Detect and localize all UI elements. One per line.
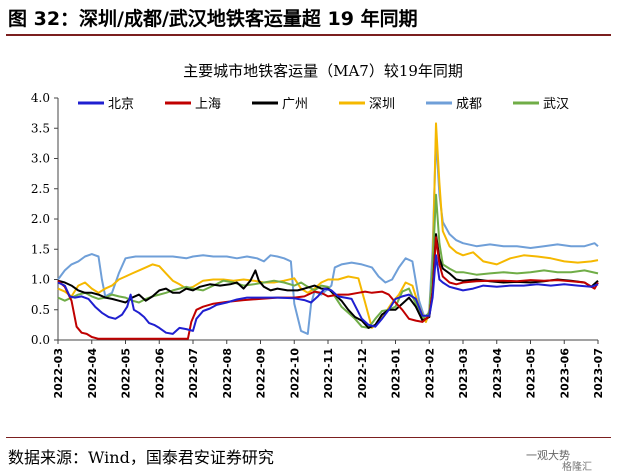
chart-legend: 北京 上海 广州 深圳 成都 武汉 [78, 97, 569, 112]
x-tick-label: 2023-01 [390, 348, 403, 399]
y-tick-label: 1.0 [31, 273, 50, 287]
figure-title: 图 32：深圳/成都/武汉地铁客运量超 19 年同期 [8, 8, 418, 30]
x-tick-label: 2022-07 [187, 348, 200, 399]
x-tick-label: 2023-03 [457, 348, 470, 399]
chart-series [57, 122, 599, 340]
x-tick-label: 2022-08 [221, 348, 234, 399]
legend-label: 北京 [108, 97, 134, 112]
x-tick-label: 2022-03 [52, 348, 65, 399]
series-line-3 [57, 122, 599, 329]
footer-divider [6, 437, 611, 438]
x-tick-label: 2023-06 [558, 348, 571, 399]
series-line-5 [57, 193, 599, 329]
legend-label: 上海 [195, 97, 221, 112]
y-tick-label: 2.5 [31, 182, 50, 196]
y-tick-label: 0.5 [31, 303, 50, 317]
x-tick-label: 2022-12 [356, 348, 369, 399]
series-line-2 [57, 233, 599, 329]
y-tick-label: 2.0 [31, 212, 50, 226]
x-tick-label: 2022-10 [288, 348, 301, 399]
x-tick-label: 2022-04 [86, 348, 99, 399]
series-line-4 [57, 136, 599, 335]
x-tick-label: 2023-02 [423, 348, 436, 399]
y-tick-label: 4.0 [31, 91, 50, 105]
x-tick-label: 2022-06 [153, 348, 166, 399]
chart-title: 主要城市地铁客运量（MA7）较19年同期 [183, 62, 463, 80]
source-note: 数据来源：Wind，国泰君安证券研究 [8, 448, 274, 467]
y-tick-label: 3.5 [31, 121, 50, 135]
watermark-text-2: 格隆汇 [562, 462, 592, 473]
x-tick-label: 2022-09 [255, 348, 268, 399]
x-tick-label: 2023-05 [525, 348, 538, 399]
legend-label: 深圳 [369, 97, 395, 112]
y-tick-label: 3.0 [31, 152, 50, 166]
series-line-0 [57, 254, 599, 335]
legend-label: 武汉 [543, 97, 569, 112]
y-tick-label: 1.5 [31, 242, 50, 256]
x-tick-label: 2022-11 [322, 348, 335, 399]
x-axis: 2022-03 2022-04 2022-05 2022-06 2022-07 2022-… [52, 339, 605, 399]
title-divider [6, 34, 611, 36]
legend-label: 广州 [282, 97, 308, 112]
x-tick-label: 2023-07 [592, 348, 605, 399]
x-tick-label: 2022-05 [120, 348, 133, 399]
series-line-1 [57, 236, 599, 340]
watermark-text: 一观大势 [526, 449, 570, 462]
legend-label: 成都 [456, 97, 482, 112]
y-tick-label: 0.0 [31, 333, 50, 347]
x-tick-label: 2023-04 [491, 348, 504, 399]
y-axis: 0.0 0.5 1.0 1.5 2.0 2.5 3.0 3.5 4.0 [31, 91, 59, 347]
